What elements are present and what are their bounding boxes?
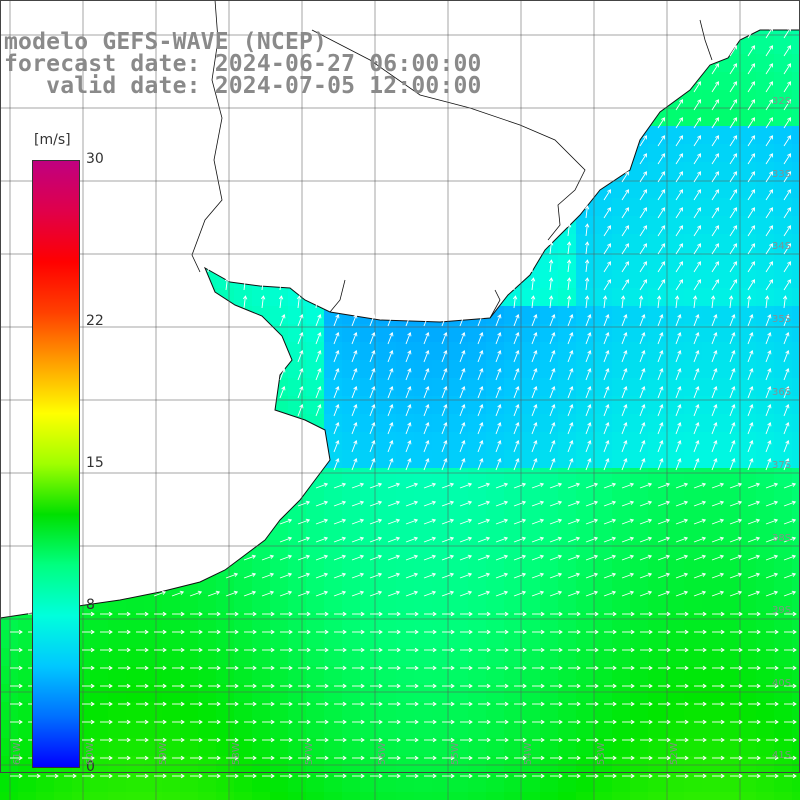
- longitude-label: 59W: [158, 742, 169, 765]
- longitude-label: 53W: [596, 742, 607, 765]
- latitude-label: 33S: [772, 169, 792, 180]
- latitude-label: 36S: [772, 387, 792, 398]
- latitude-label: 40S: [772, 678, 792, 689]
- land-mask: [0, 0, 800, 618]
- title-valid-date: valid date: 2024-07-05 12:00:00: [4, 73, 482, 99]
- latitude-label: 39S: [772, 605, 792, 616]
- latitude-label: 32S: [772, 96, 792, 107]
- longitude-label: 60W: [85, 742, 96, 765]
- longitude-label: 56W: [377, 742, 388, 765]
- longitude-label: 54W: [523, 742, 534, 765]
- latitude-label: 38S: [772, 533, 792, 544]
- border-line: [191, 0, 713, 319]
- latitude-label: 34S: [772, 241, 792, 252]
- longitude-label: 61W: [12, 742, 23, 765]
- longitude-label: 55W: [450, 742, 461, 765]
- latitude-label: 37S: [772, 460, 792, 471]
- latitude-label: 41S: [772, 750, 792, 761]
- colorbar-tick-label: 15: [86, 455, 104, 471]
- coastline: [0, 29, 800, 619]
- colorbar-units: [m/s]: [34, 132, 71, 148]
- longitude-label: 58W: [231, 742, 242, 765]
- colorbar-tick-label: 8: [86, 596, 95, 613]
- colorbar-tick-label: 0: [86, 759, 95, 775]
- colorbar: [32, 160, 80, 768]
- longitude-label: 52W: [669, 742, 680, 765]
- latitude-label: 35S: [772, 314, 792, 325]
- colorbar-tick-label: 30: [86, 151, 104, 167]
- title-model: modelo GEFS-WAVE (NCEP): [4, 29, 328, 55]
- wind-arrows: [10, 27, 797, 779]
- longitude-label: 57W: [304, 742, 315, 765]
- title-forecast-date: forecast date: 2024-06-27 06:00:00: [4, 51, 482, 77]
- colorbar-tick-label: 22: [86, 313, 104, 330]
